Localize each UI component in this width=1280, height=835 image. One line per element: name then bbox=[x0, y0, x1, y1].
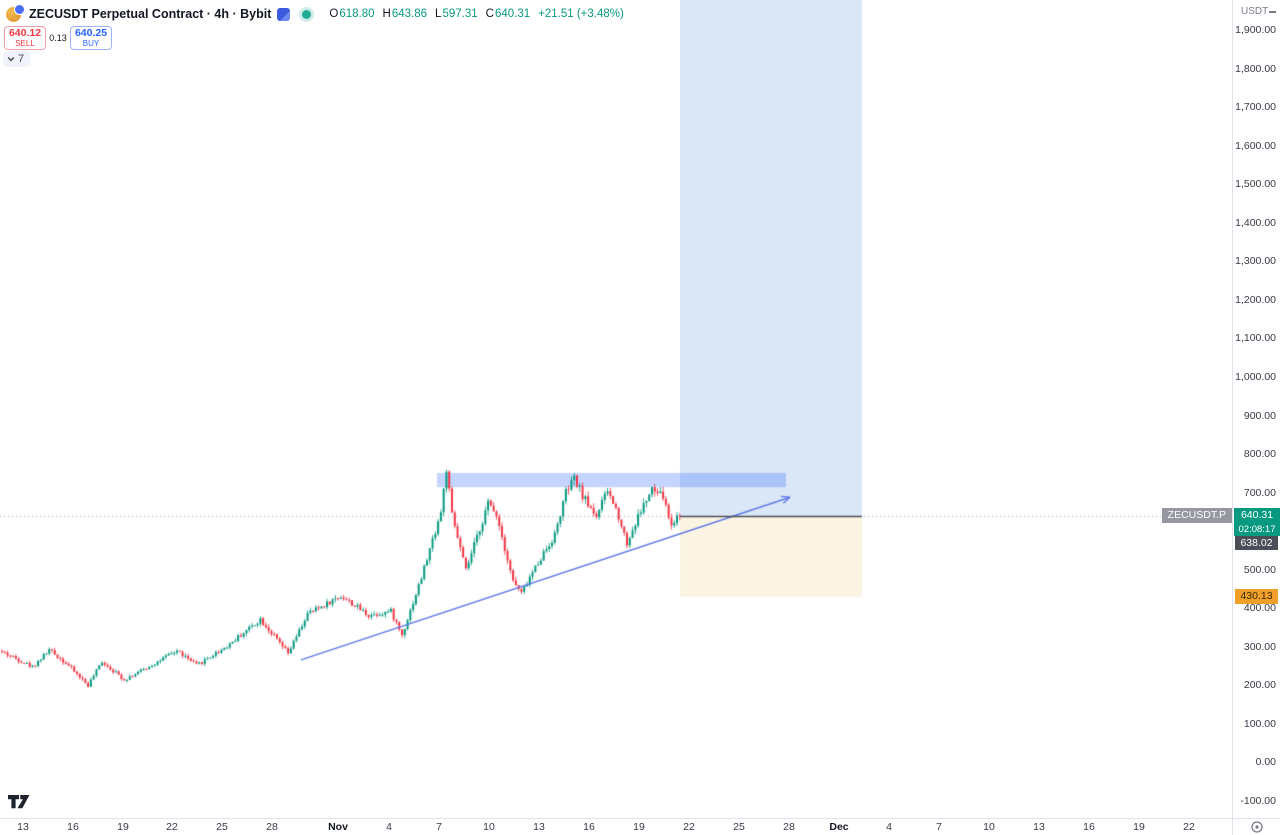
axis-corner bbox=[1232, 818, 1280, 835]
price-tick-label: 1,600.00 bbox=[1235, 139, 1276, 152]
price-axis[interactable]: USDT 1,900.00 1,800.00 1,700.00 1,600.00 1,5… bbox=[1232, 0, 1280, 818]
buy-button[interactable]: 640.25 BUY bbox=[70, 26, 112, 50]
tradingview-logo[interactable] bbox=[8, 794, 30, 809]
price-tick-label: 1,300.00 bbox=[1235, 255, 1276, 268]
time-tick-label: 25 bbox=[733, 821, 745, 833]
price-tick-label: 800.00 bbox=[1243, 448, 1276, 461]
ohlc-values: O618.80 H643.86 L597.31 C640.31 +21.51 (… bbox=[329, 8, 623, 20]
price-chart-canvas[interactable] bbox=[0, 0, 1232, 818]
time-tick-label: 10 bbox=[483, 821, 495, 833]
high-label: H bbox=[382, 8, 391, 20]
price-tick-label: 0.00 bbox=[1255, 756, 1276, 769]
price-tick-label: 1,100.00 bbox=[1235, 332, 1276, 345]
low-value: 597.31 bbox=[442, 8, 478, 20]
market-status-icon[interactable] bbox=[302, 9, 312, 19]
time-tick-label: 7 bbox=[936, 821, 942, 833]
bybit-logo-icon bbox=[277, 7, 291, 21]
time-tick-label: 25 bbox=[216, 821, 228, 833]
time-tick-label: 19 bbox=[633, 821, 645, 833]
object-tree-count: 7 bbox=[18, 53, 25, 65]
price-tick-label: 1,800.00 bbox=[1235, 62, 1276, 75]
spread-value: 0.13 bbox=[49, 33, 67, 43]
price-tick-label: -100.00 bbox=[1240, 795, 1276, 807]
bar-countdown-label: 02:08:17 bbox=[1234, 523, 1280, 536]
time-tick-label: 13 bbox=[17, 821, 29, 833]
time-tick-label: Nov bbox=[328, 821, 348, 833]
time-tick-label: 22 bbox=[683, 821, 695, 833]
price-tick-label: 1,000.00 bbox=[1235, 370, 1276, 383]
price-tick-label: 900.00 bbox=[1243, 409, 1276, 422]
symbol-logo-icon bbox=[6, 3, 25, 23]
object-tree-toggle[interactable]: 7 bbox=[3, 51, 31, 67]
price-tick-label: 1,200.00 bbox=[1235, 293, 1276, 306]
time-tick-label: 13 bbox=[533, 821, 545, 833]
time-tick-label: 22 bbox=[1183, 821, 1195, 833]
open-value: 618.80 bbox=[339, 8, 375, 20]
time-tick-label: 22 bbox=[166, 821, 178, 833]
time-tick-label: Dec bbox=[829, 821, 849, 833]
price-tick-label: 200.00 bbox=[1243, 679, 1276, 692]
chart-pane: ZECUSDT Perpetual Contract · 4h · Bybit … bbox=[0, 0, 1232, 818]
sell-label: SELL bbox=[15, 39, 35, 48]
sell-price: 640.12 bbox=[8, 27, 42, 39]
last-price-label: 640.31 bbox=[1234, 508, 1280, 523]
time-axis[interactable]: 13 16 19 22 25 28 Nov 4 7 10 13 16 19 22 25 28 Dec 4 7 10 13… bbox=[0, 818, 1232, 835]
time-tick-label: 7 bbox=[436, 821, 442, 833]
scroll-to-realtime-icon[interactable] bbox=[1250, 820, 1264, 834]
axis-currency-label: USDT bbox=[1241, 6, 1269, 17]
time-tick-label: 16 bbox=[67, 821, 79, 833]
time-tick-label: 4 bbox=[386, 821, 392, 833]
price-tick-label: 500.00 bbox=[1243, 563, 1276, 576]
price-scale-menu-icon[interactable] bbox=[1269, 11, 1276, 13]
close-value: 640.31 bbox=[494, 8, 531, 20]
time-tick-label: 28 bbox=[783, 821, 795, 833]
time-tick-label: 10 bbox=[983, 821, 995, 833]
price-tick-label: 1,400.00 bbox=[1235, 216, 1276, 229]
price-tick-label: 1,900.00 bbox=[1235, 24, 1276, 36]
symbol-title[interactable]: ZECUSDT Perpetual Contract · 4h · Bybit bbox=[29, 7, 272, 21]
time-tick-label: 13 bbox=[1033, 821, 1045, 833]
low-label: L bbox=[435, 8, 442, 20]
time-tick-label: 16 bbox=[583, 821, 595, 833]
price-tick-label: 1,500.00 bbox=[1235, 178, 1276, 191]
position-stop-price-label[interactable]: 430.13 bbox=[1235, 589, 1278, 604]
price-tick-label: 100.00 bbox=[1243, 717, 1276, 730]
chart-legend: ZECUSDT Perpetual Contract · 4h · Bybit … bbox=[6, 3, 624, 23]
price-tick-label: 300.00 bbox=[1243, 640, 1276, 653]
price-tick-label: 700.00 bbox=[1243, 486, 1276, 499]
sell-button[interactable]: 640.12 SELL bbox=[4, 26, 46, 50]
buy-label: BUY bbox=[82, 39, 100, 48]
price-tick-label: 1,700.00 bbox=[1235, 101, 1276, 114]
open-label: O bbox=[329, 8, 339, 20]
time-tick-label: 28 bbox=[266, 821, 278, 833]
chevron-down-icon bbox=[7, 57, 15, 62]
time-tick-label: 4 bbox=[886, 821, 892, 833]
exchange-badge-icon bbox=[14, 3, 25, 15]
close-label: C bbox=[485, 8, 494, 20]
symbol-price-tag: ZECUSDT.P bbox=[1161, 508, 1232, 523]
position-entry-price-label[interactable]: 638.02 bbox=[1235, 536, 1278, 550]
price-tick-label: 400.00 bbox=[1243, 602, 1276, 615]
change-value: +21.51 (+3.48%) bbox=[538, 8, 624, 20]
time-tick-label: 19 bbox=[1133, 821, 1145, 833]
high-value: 643.86 bbox=[391, 8, 428, 20]
time-tick-label: 19 bbox=[117, 821, 129, 833]
buy-price: 640.25 bbox=[74, 27, 108, 39]
time-tick-label: 16 bbox=[1083, 821, 1095, 833]
